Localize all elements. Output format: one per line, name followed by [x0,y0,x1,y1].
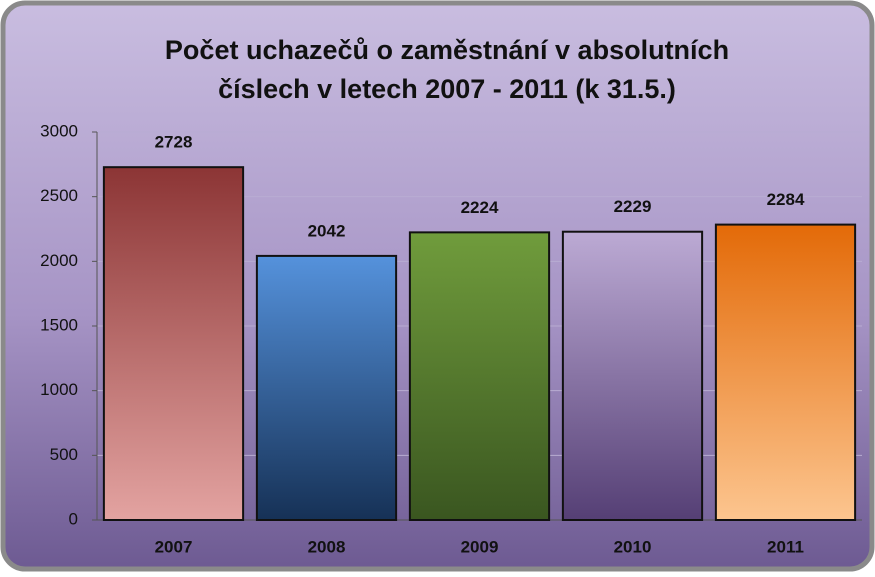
y-tick-label: 0 [69,509,78,528]
value-label: 2284 [767,190,805,209]
x-tick-label: 2007 [155,537,193,556]
x-tick-label: 2010 [614,537,652,556]
chart-title: Počet uchazečů o zaměstnání v absolutníc… [165,35,729,65]
y-tick-label: 500 [50,445,78,464]
bar [408,231,551,521]
bar [255,254,398,521]
x-tick-label: 2008 [308,537,346,556]
x-tick-label: 2011 [767,537,804,556]
y-tick-label: 1000 [40,380,78,399]
x-tick-label: 2009 [461,537,499,556]
bar [102,166,245,521]
chart-title: číslech v letech 2007 - 2011 (k 31.5.) [218,74,676,104]
value-label: 2042 [308,221,346,240]
y-tick-label: 3000 [40,121,78,140]
value-label: 2224 [461,198,499,217]
y-tick-label: 2500 [40,186,78,205]
value-label: 2728 [155,133,193,152]
value-label: 2229 [614,197,652,216]
y-tick-label: 2000 [40,251,78,270]
bar [561,230,704,521]
y-tick-label: 1500 [40,315,78,334]
bar [714,223,857,521]
